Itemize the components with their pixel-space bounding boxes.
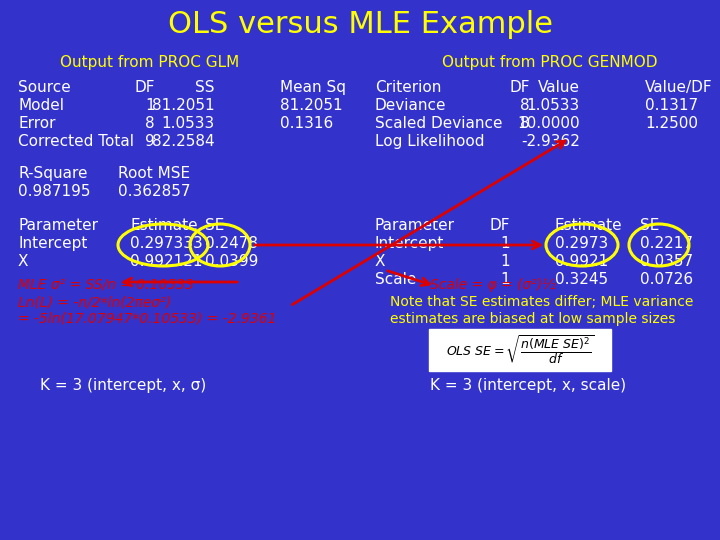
- Text: 0.2973: 0.2973: [555, 236, 608, 251]
- Text: MLE σ² = SS/n = 0.10533: MLE σ² = SS/n = 0.10533: [18, 278, 194, 292]
- Text: 0.362857: 0.362857: [118, 184, 191, 199]
- Text: 8: 8: [521, 98, 530, 113]
- Text: 0.9921: 0.9921: [555, 254, 608, 269]
- Text: Output from PROC GLM: Output from PROC GLM: [60, 55, 240, 70]
- Text: SE: SE: [640, 218, 660, 233]
- Text: 0.0726: 0.0726: [640, 272, 693, 287]
- Text: 0.3245: 0.3245: [555, 272, 608, 287]
- Text: 0.297333: 0.297333: [130, 236, 203, 251]
- Text: Scale: Scale: [375, 272, 416, 287]
- Text: Ln(L) = -n/2*ln(2πeσ²): Ln(L) = -n/2*ln(2πeσ²): [18, 295, 171, 309]
- Text: Scaled Deviance: Scaled Deviance: [375, 116, 503, 131]
- Text: 1.0533: 1.0533: [527, 98, 580, 113]
- Text: -2.9362: -2.9362: [521, 134, 580, 149]
- Text: 81.2051: 81.2051: [280, 98, 343, 113]
- Text: Scale = φ = (σ²)½: Scale = φ = (σ²)½: [430, 278, 556, 292]
- Text: Intercept: Intercept: [18, 236, 87, 251]
- Text: Estimate: Estimate: [555, 218, 623, 233]
- Text: X: X: [375, 254, 385, 269]
- Text: 0.992121: 0.992121: [130, 254, 202, 269]
- Text: 0.0357: 0.0357: [640, 254, 693, 269]
- Text: SE: SE: [205, 218, 225, 233]
- Text: Deviance: Deviance: [375, 98, 446, 113]
- Text: K = 3 (intercept, x, σ): K = 3 (intercept, x, σ): [40, 378, 206, 393]
- Text: Value: Value: [538, 80, 580, 95]
- Text: Model: Model: [18, 98, 64, 113]
- Text: R-Square: R-Square: [18, 166, 88, 181]
- Text: Root MSE: Root MSE: [118, 166, 190, 181]
- Text: 1: 1: [500, 272, 510, 287]
- Text: Value/DF: Value/DF: [645, 80, 713, 95]
- Text: 1.2500: 1.2500: [645, 116, 698, 131]
- Text: Output from PROC GENMOD: Output from PROC GENMOD: [442, 55, 658, 70]
- Text: $OLS\ SE = \sqrt{\dfrac{n(MLE\ SE)^2}{df}}$: $OLS\ SE = \sqrt{\dfrac{n(MLE\ SE)^2}{df…: [446, 334, 594, 367]
- Text: Parameter: Parameter: [18, 218, 98, 233]
- Text: 10.0000: 10.0000: [518, 116, 580, 131]
- Text: estimates are biased at low sample sizes: estimates are biased at low sample sizes: [390, 312, 675, 326]
- Text: 8: 8: [521, 116, 530, 131]
- Text: 1: 1: [500, 254, 510, 269]
- Text: 0.2217: 0.2217: [640, 236, 693, 251]
- Text: Criterion: Criterion: [375, 80, 441, 95]
- Text: 0.1316: 0.1316: [280, 116, 333, 131]
- Text: 82.2584: 82.2584: [153, 134, 215, 149]
- Text: Mean Sq: Mean Sq: [280, 80, 346, 95]
- Text: 9: 9: [145, 134, 155, 149]
- Text: 1.0533: 1.0533: [162, 116, 215, 131]
- Text: DF: DF: [510, 80, 530, 95]
- Text: DF: DF: [135, 80, 155, 95]
- Text: 0.1317: 0.1317: [645, 98, 698, 113]
- Text: DF: DF: [490, 218, 510, 233]
- Text: Note that SE estimates differ; MLE variance: Note that SE estimates differ; MLE varia…: [390, 295, 693, 309]
- Text: Log Likelihood: Log Likelihood: [375, 134, 485, 149]
- Text: 81.2051: 81.2051: [153, 98, 215, 113]
- Text: OLS versus MLE Example: OLS versus MLE Example: [168, 10, 552, 39]
- Text: 0.2478: 0.2478: [205, 236, 258, 251]
- Text: Error: Error: [18, 116, 55, 131]
- Text: Intercept: Intercept: [375, 236, 444, 251]
- Text: 0.987195: 0.987195: [18, 184, 91, 199]
- Text: 1: 1: [500, 236, 510, 251]
- FancyBboxPatch shape: [429, 329, 611, 371]
- Text: K = 3 (intercept, x, scale): K = 3 (intercept, x, scale): [430, 378, 626, 393]
- Text: 8: 8: [145, 116, 155, 131]
- Text: SS: SS: [196, 80, 215, 95]
- Text: 0.0399: 0.0399: [205, 254, 258, 269]
- Text: Parameter: Parameter: [375, 218, 455, 233]
- Text: Source: Source: [18, 80, 71, 95]
- Text: 1: 1: [145, 98, 155, 113]
- Text: X: X: [18, 254, 29, 269]
- Text: = -5ln(17.07947*0.10533) = -2.9361: = -5ln(17.07947*0.10533) = -2.9361: [18, 312, 276, 326]
- Text: Estimate: Estimate: [130, 218, 197, 233]
- Text: Corrected Total: Corrected Total: [18, 134, 134, 149]
